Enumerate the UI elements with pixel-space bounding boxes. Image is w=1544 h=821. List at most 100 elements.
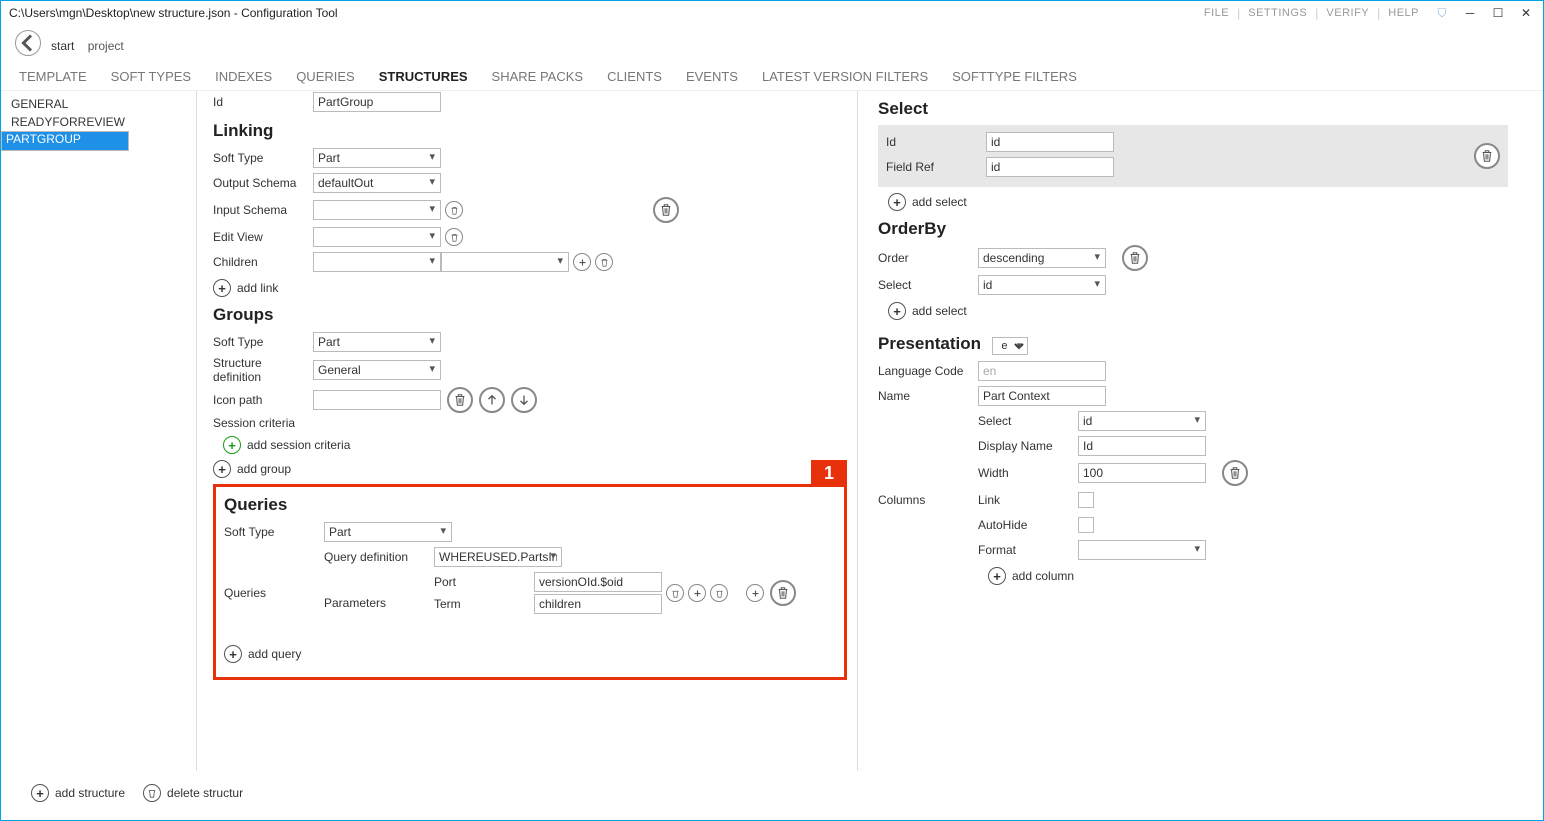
param-add-icon[interactable] — [688, 584, 706, 602]
queries-label: Queries — [224, 586, 324, 600]
term-label: Term — [434, 597, 534, 611]
shield-icon[interactable]: ⛉ — [1433, 4, 1451, 22]
queries-highlight: 1 Queries Soft Type Part Query definitio… — [213, 484, 847, 680]
order-select[interactable]: descending — [978, 248, 1106, 268]
displayname-input[interactable] — [1078, 436, 1206, 456]
id-input[interactable] — [313, 92, 441, 112]
port-label: Port — [434, 575, 534, 589]
menu-file[interactable]: FILE — [1200, 5, 1233, 21]
queries-softtype-label: Soft Type — [224, 525, 324, 539]
queries-softtype-select[interactable]: Part — [324, 522, 452, 542]
move-up-icon[interactable] — [479, 387, 505, 413]
autohide-checkbox[interactable] — [1078, 517, 1094, 533]
presname-input[interactable] — [978, 386, 1106, 406]
param-delete-icon[interactable] — [666, 584, 684, 602]
presentation-title: Presentation — [878, 334, 981, 354]
add-session-criteria-button[interactable]: + add session criteria — [223, 436, 847, 454]
plus-icon: + — [213, 460, 231, 478]
col-select-select[interactable]: id — [1078, 411, 1206, 431]
tab-sharepacks[interactable]: SHARE PACKS — [490, 63, 586, 90]
linking-delete-icon[interactable] — [653, 197, 679, 223]
tab-indexes[interactable]: INDEXES — [213, 63, 274, 90]
port-input[interactable] — [534, 572, 662, 592]
children-select1[interactable] — [313, 252, 441, 272]
orderby-select-label: Select — [878, 278, 978, 292]
linking-title: Linking — [213, 121, 847, 141]
term-input[interactable] — [534, 594, 662, 614]
move-down-icon[interactable] — [511, 387, 537, 413]
add-column-button[interactable]: + add column — [988, 567, 1508, 585]
editview-delete-icon[interactable] — [445, 228, 463, 246]
width-label: Width — [978, 466, 1078, 480]
fieldref-input[interactable] — [986, 157, 1114, 177]
orderby-select-select[interactable]: id — [978, 275, 1106, 295]
groups-softtype-label: Soft Type — [213, 335, 313, 349]
menu-verify[interactable]: VERIFY — [1322, 5, 1373, 21]
children-delete-icon[interactable] — [595, 253, 613, 271]
breadcrumb-start[interactable]: start — [51, 39, 74, 53]
presentation-lang-select[interactable]: en — [992, 337, 1028, 355]
query-add-icon[interactable] — [746, 584, 764, 602]
structdef-select[interactable]: General — [313, 360, 441, 380]
query-block-delete-icon[interactable] — [770, 580, 796, 606]
orderby-add-select-button[interactable]: + add select — [888, 302, 1508, 320]
order-label: Order — [878, 251, 978, 265]
tab-structures[interactable]: STRUCTURES — [377, 63, 470, 90]
width-input[interactable] — [1078, 463, 1206, 483]
groups-delete-icon[interactable] — [447, 387, 473, 413]
inschema-label: Input Schema — [213, 203, 313, 217]
editview-select[interactable] — [313, 227, 441, 247]
tab-lvf[interactable]: LATEST VERSION FILTERS — [760, 63, 930, 90]
orderby-delete-icon[interactable] — [1122, 245, 1148, 271]
plus-icon: + — [888, 193, 906, 211]
children-label: Children — [213, 255, 313, 269]
delete-structure-button[interactable]: delete structur — [143, 784, 243, 802]
groups-softtype-select[interactable]: Part — [313, 332, 441, 352]
sidebar-item-partgroup[interactable]: PARTGROUP — [1, 131, 129, 151]
format-select[interactable] — [1078, 540, 1206, 560]
tab-stf[interactable]: SOFTTYPE FILTERS — [950, 63, 1079, 90]
add-select-button[interactable]: + add select — [888, 193, 1508, 211]
close-button[interactable]: ✕ — [1517, 4, 1535, 22]
inschema-select[interactable] — [313, 200, 441, 220]
link-label: Link — [978, 493, 1078, 507]
querydef-select[interactable]: WHEREUSED.PartsInI — [434, 547, 562, 567]
sidebar-item-readyforreview[interactable]: READYFORREVIEW — [1, 113, 186, 131]
titlebar: C:\Users\mgn\Desktop\new structure.json … — [1, 1, 1543, 25]
back-button[interactable] — [15, 30, 41, 56]
outschema-select[interactable]: defaultOut — [313, 173, 441, 193]
langcode-label: Language Code — [878, 364, 978, 378]
breadcrumb-project[interactable]: project — [88, 39, 124, 53]
fieldref-label: Field Ref — [886, 160, 986, 174]
select-id-input[interactable] — [986, 132, 1114, 152]
menu-help[interactable]: HELP — [1384, 5, 1423, 21]
add-link-button[interactable]: + add link — [213, 279, 847, 297]
tab-queries[interactable]: QUERIES — [294, 63, 357, 90]
link-checkbox[interactable] — [1078, 492, 1094, 508]
maximize-button[interactable]: ☐ — [1489, 4, 1507, 22]
children-add-icon[interactable] — [573, 253, 591, 271]
sidebar-item-general[interactable]: GENERAL — [1, 95, 186, 113]
menu-settings[interactable]: SETTINGS — [1244, 5, 1311, 21]
iconpath-input[interactable] — [313, 390, 441, 410]
tab-clients[interactable]: CLIENTS — [605, 63, 664, 90]
linking-softtype-select[interactable]: Part — [313, 148, 441, 168]
plus-icon: + — [988, 567, 1006, 585]
add-structure-button[interactable]: + add structure — [31, 784, 125, 802]
tab-template[interactable]: TEMPLATE — [17, 63, 89, 90]
column-delete-icon[interactable] — [1222, 460, 1248, 486]
sessioncrit-label: Session criteria — [213, 416, 847, 430]
langcode-input[interactable] — [978, 361, 1106, 381]
children-select2[interactable] — [441, 252, 569, 272]
tab-events[interactable]: EVENTS — [684, 63, 740, 90]
select-box: Id Field Ref — [878, 125, 1508, 187]
query-delete-icon[interactable] — [710, 584, 728, 602]
inschema-delete-icon[interactable] — [445, 201, 463, 219]
add-query-button[interactable]: + add query — [224, 645, 836, 663]
tab-softtypes[interactable]: SOFT TYPES — [109, 63, 193, 90]
minimize-button[interactable]: ─ — [1461, 4, 1479, 22]
linking-softtype-label: Soft Type — [213, 151, 313, 165]
select-delete-icon[interactable] — [1474, 143, 1500, 169]
add-group-button[interactable]: + add group — [213, 460, 847, 478]
querydef-label: Query definition — [324, 550, 434, 564]
